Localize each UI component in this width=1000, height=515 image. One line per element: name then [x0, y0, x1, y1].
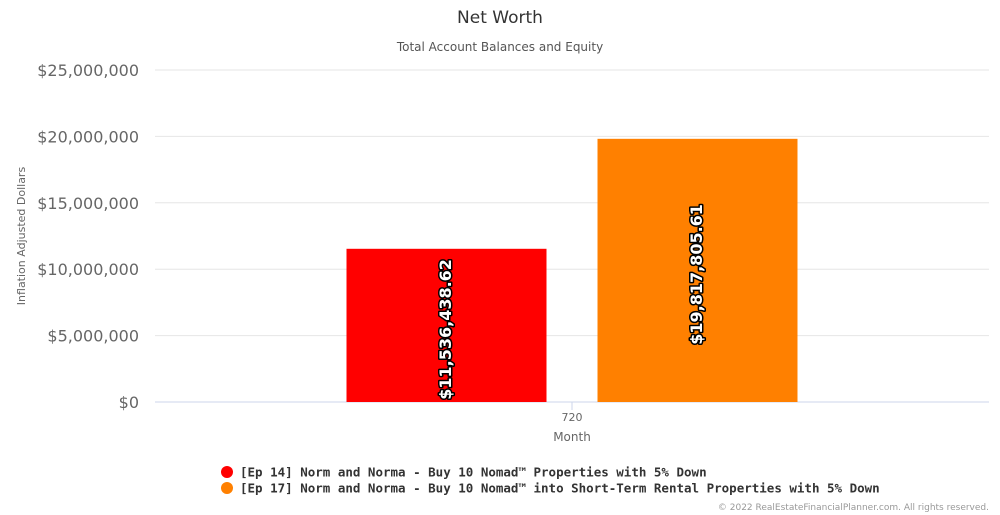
data-label-series-2: $19,817,805.61 [687, 204, 706, 345]
credits-text: © 2022 RealEstateFinancialPlanner.com. A… [718, 503, 989, 513]
gridlines [155, 69, 989, 403]
x-tick-label: 720 [562, 411, 583, 424]
data-label-series-1: $11,536,438.62 [436, 259, 455, 400]
bar-series-2[interactable] [597, 138, 798, 403]
x-axis-ticks: 720 [562, 402, 583, 424]
y-tick-label: $15,000,000 [37, 194, 139, 213]
legend-item-series-2[interactable]: [Ep 17] Norm and Norma - Buy 10 Nomad™ i… [240, 481, 880, 496]
bars: $11,536,438.62 $19,817,805.61 [346, 138, 798, 403]
legend-marker-series-1 [221, 466, 233, 478]
y-tick-label: $25,000,000 [37, 61, 139, 80]
y-tick-label: $20,000,000 [37, 127, 139, 146]
legend-item-series-1[interactable]: [Ep 14] Norm and Norma - Buy 10 Nomad™ P… [240, 465, 707, 480]
y-tick-label: $0 [119, 393, 139, 412]
chart-title: Net Worth [457, 8, 543, 28]
x-axis-title: Month [553, 430, 591, 444]
bar-series-1[interactable] [346, 248, 547, 402]
y-axis-ticks: $0 $5,000,000 $10,000,000 $15,000,000 $20,00… [37, 61, 139, 412]
y-tick-label: $5,000,000 [47, 327, 139, 346]
legend: [Ep 14] Norm and Norma - Buy 10 Nomad™ P… [221, 465, 880, 496]
chart-subtitle: Total Account Balances and Equity [396, 40, 603, 54]
y-tick-label: $10,000,000 [37, 260, 139, 279]
y-axis-title: Inflation Adjusted Dollars [15, 167, 28, 306]
legend-marker-series-2 [221, 482, 233, 494]
